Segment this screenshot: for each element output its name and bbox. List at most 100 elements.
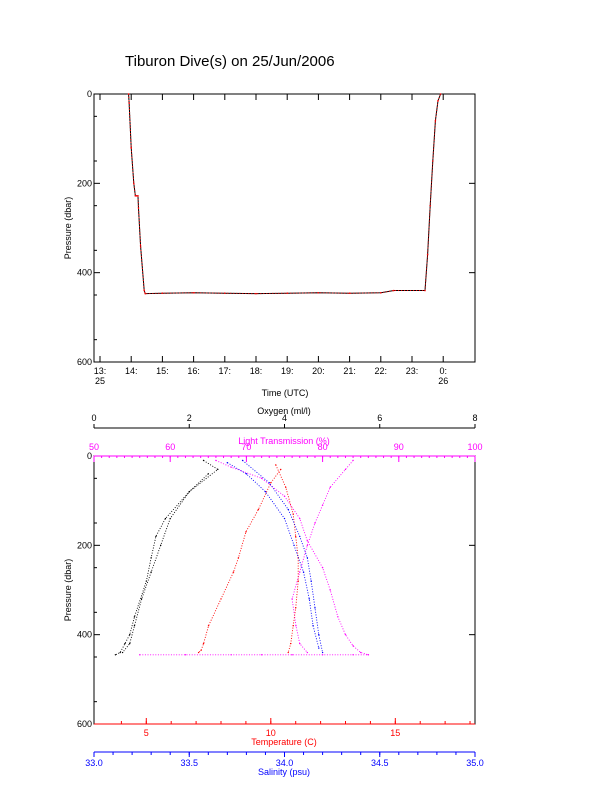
panel2-series <box>114 459 370 656</box>
salinity-point <box>241 459 244 462</box>
temperature-tick-label: 10 <box>266 728 276 738</box>
salinity-tick-label: 34.0 <box>276 758 294 768</box>
light_transmission-point <box>367 654 370 656</box>
p1-xtick-label: 23: <box>406 366 419 376</box>
pressure-point <box>139 245 142 247</box>
temperature-point <box>245 531 247 533</box>
oxygen-tick-label: 2 <box>187 413 192 423</box>
light_transmission-point <box>329 486 331 488</box>
pressure-trace-dots <box>128 93 442 295</box>
light_transmission-point <box>321 654 324 656</box>
oxygen-point <box>124 642 126 645</box>
light_transmission-point <box>291 598 293 600</box>
light-tick-label: 60 <box>165 442 175 452</box>
temperature-point <box>295 535 297 538</box>
p1-xtick-date-last: 26 <box>438 376 448 386</box>
salinity-point <box>287 508 290 511</box>
salinity-point <box>302 571 305 573</box>
temperature-axis-label: Temperature (C) <box>251 737 317 747</box>
pressure-point <box>143 289 145 292</box>
temperature-point <box>200 649 202 651</box>
oxygen-tick-label: 8 <box>472 413 477 423</box>
p1-xtick-label: 14: <box>125 366 138 376</box>
temperature-point <box>285 486 287 488</box>
light-tick-label: 100 <box>467 442 482 452</box>
oxygen-profile-0 <box>115 473 209 656</box>
pressure-point <box>317 291 320 294</box>
temperature-point <box>290 642 292 645</box>
temperature-point <box>232 571 235 573</box>
panel2-axes: 0 200 400 600 0 2 4 6 8 50 60 70 80 90 100 5 10 15 33.0 33.… <box>77 413 484 768</box>
pressure-point <box>127 93 130 95</box>
salinity-point <box>308 598 310 600</box>
panel1-xlabel: Time (UTC) <box>262 388 309 398</box>
oxygen-axis-label: Oxygen (ml/l) <box>257 406 311 416</box>
salinity-tick-label: 34.5 <box>371 758 389 768</box>
pressure-trace-line <box>128 93 442 295</box>
salinity-point <box>226 462 229 464</box>
pressure-point <box>380 291 382 294</box>
light_transmission-point <box>299 517 301 520</box>
salinity-profile-1 <box>227 462 320 649</box>
oxygen-point <box>140 598 143 600</box>
light-tick-label: 70 <box>241 442 251 452</box>
temperature-point <box>237 557 240 559</box>
temperature-point <box>280 468 282 471</box>
light-tick-label: 90 <box>394 442 404 452</box>
salinity-tick-label: 33.5 <box>180 758 198 768</box>
pressure-point <box>348 292 351 295</box>
panel1-y-axis: 0 200 400 600 <box>77 89 475 367</box>
panel1-ylabel: Pressure (dbar) <box>63 197 73 260</box>
light_transmission-point <box>344 468 347 471</box>
p1-ytick-label: 200 <box>77 178 92 188</box>
pressure-point <box>137 195 139 197</box>
light_transmission-point <box>306 540 309 542</box>
pressure-point <box>137 207 140 209</box>
oxygen-point <box>145 580 148 582</box>
oxygen-point <box>150 557 152 559</box>
p1-xtick-label: 21: <box>343 366 356 376</box>
light_transmission-point <box>230 654 232 656</box>
light_transmission-point <box>329 589 331 591</box>
light_transmission-profile-1 <box>291 460 354 653</box>
oxygen-point <box>133 616 136 618</box>
pressure-point <box>255 292 257 295</box>
salinity-point <box>312 625 314 627</box>
panel1-frame <box>93 93 476 363</box>
light_transmission-point <box>260 654 263 656</box>
temperature-point <box>292 513 294 515</box>
temperature-point <box>257 508 260 511</box>
p1-xtick-label: 20: <box>312 366 325 376</box>
oxygen-point <box>164 517 167 520</box>
pressure-point <box>161 292 164 295</box>
pressure-point <box>424 289 426 292</box>
p1-ytick-label: 600 <box>77 357 92 367</box>
salinity-point <box>293 544 295 547</box>
temperature-point <box>292 625 294 627</box>
light_transmission-point <box>230 466 232 468</box>
salinity-point <box>283 517 286 520</box>
p1-xtick-label: 17: <box>219 366 232 376</box>
pressure-point <box>128 102 130 104</box>
p2-ytick-label: 400 <box>77 630 92 640</box>
pressure-point <box>432 160 434 162</box>
light_transmission-point <box>295 625 297 627</box>
light_transmission-point <box>352 654 354 656</box>
light-tick-label: 80 <box>318 442 328 452</box>
chart-title: Tiburon Dive(s) on 25/Jun/2006 <box>125 53 335 70</box>
oxygen-point <box>207 473 209 475</box>
salinity-point <box>245 473 248 475</box>
salinity-tick-label: 33.0 <box>85 758 103 768</box>
pressure-point <box>192 291 195 294</box>
temperature-point <box>202 642 205 645</box>
p1-xtick-date-first: 25 <box>95 376 105 386</box>
pressure-point <box>133 182 135 185</box>
oxygen-point <box>129 642 131 645</box>
pressure-point <box>135 195 138 197</box>
pressure-point <box>437 99 439 102</box>
salinity-point <box>264 491 267 493</box>
panel1-series <box>127 93 442 295</box>
panel1-x-axis: 13: 14: 15: 16: 17: 18: 19: 20: 21: 22: 23: 0: 25 26 <box>94 94 448 386</box>
oxygen-point <box>217 468 219 471</box>
oxygen-point <box>119 651 121 654</box>
